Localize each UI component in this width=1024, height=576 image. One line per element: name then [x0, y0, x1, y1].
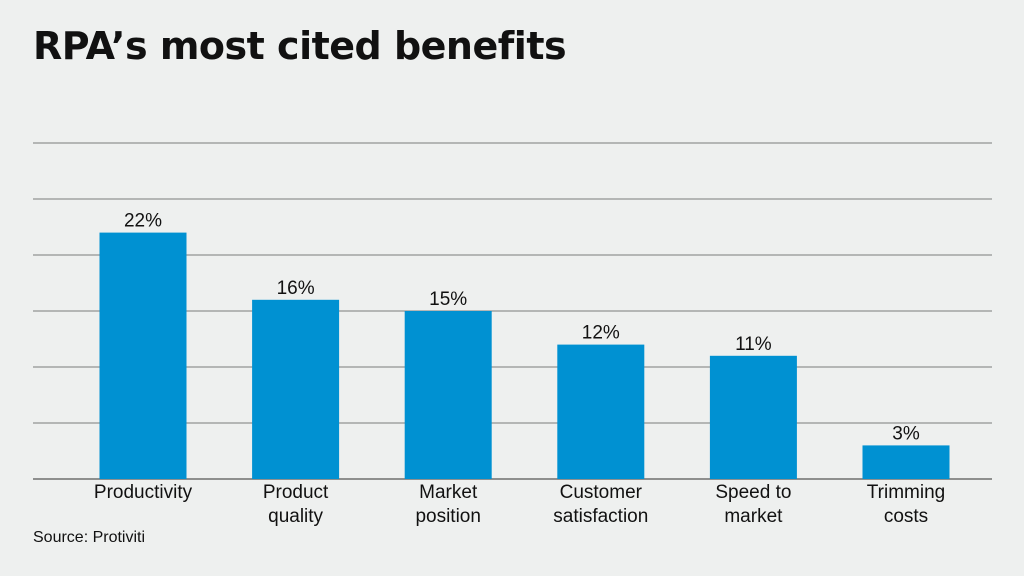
bar	[99, 232, 187, 479]
category-label: Market	[419, 482, 478, 503]
bar	[404, 311, 492, 479]
bar	[862, 445, 950, 479]
bar	[709, 355, 797, 479]
category-label: market	[724, 506, 783, 527]
category-label: Productivity	[94, 482, 193, 503]
bar-value-label: 3%	[892, 423, 920, 444]
category-label: Customer	[560, 482, 643, 503]
bars	[99, 232, 950, 479]
category-label: satisfaction	[553, 506, 648, 527]
value-labels: 22% 16% 15% 12% 11% 3%	[124, 211, 920, 445]
category-label: costs	[884, 506, 928, 527]
category-labels: Productivity Product quality Market position…	[94, 482, 945, 527]
category-label: Trimming	[867, 482, 945, 503]
category-label: Product	[263, 482, 329, 503]
source-note: Source: Protiviti	[33, 529, 146, 546]
category-label: position	[415, 506, 481, 527]
bar	[252, 299, 340, 479]
category-label: Speed to	[715, 482, 791, 503]
bar-value-label: 12%	[582, 323, 620, 344]
bar-value-label: 16%	[277, 278, 315, 299]
bar-value-label: 15%	[429, 289, 467, 310]
bar-value-label: 22%	[124, 211, 162, 232]
category-label: quality	[268, 506, 323, 527]
gridlines	[33, 142, 992, 480]
bar-value-label: 11%	[735, 334, 772, 355]
chart-title: RPA’s most cited benefits	[33, 24, 567, 68]
bar	[557, 344, 645, 479]
